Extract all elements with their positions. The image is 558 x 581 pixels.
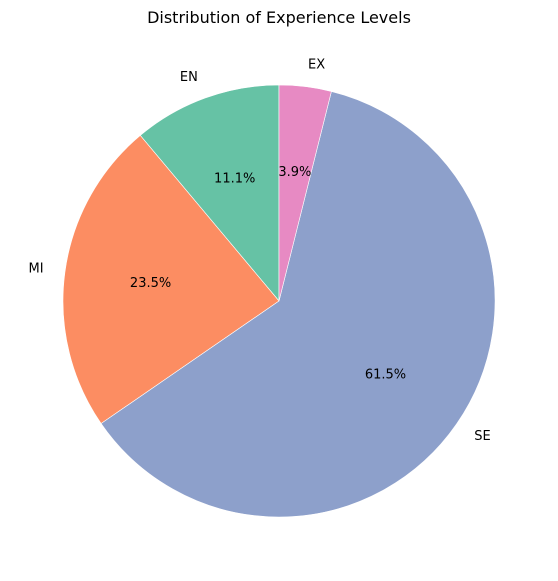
pie-slice-en [139, 84, 280, 302]
pie-category-label-ex: EX [308, 58, 325, 73]
pie-category-label-en: EN [180, 70, 198, 85]
chart-title: Distribution of Experience Levels [147, 8, 411, 27]
pie-category-label-se: SE [474, 429, 490, 444]
pie-pct-label-ex: 3.9% [278, 165, 311, 180]
pie-slice-mi [62, 135, 280, 424]
pie-category-label-mi: MI [29, 262, 44, 277]
pie-pct-label-se: 61.5% [365, 367, 406, 382]
pie-slice-ex [278, 84, 332, 302]
pie-pct-label-mi: 23.5% [130, 276, 171, 291]
pie-pct-label-en: 11.1% [214, 172, 255, 187]
pie-slice-se [100, 91, 496, 518]
